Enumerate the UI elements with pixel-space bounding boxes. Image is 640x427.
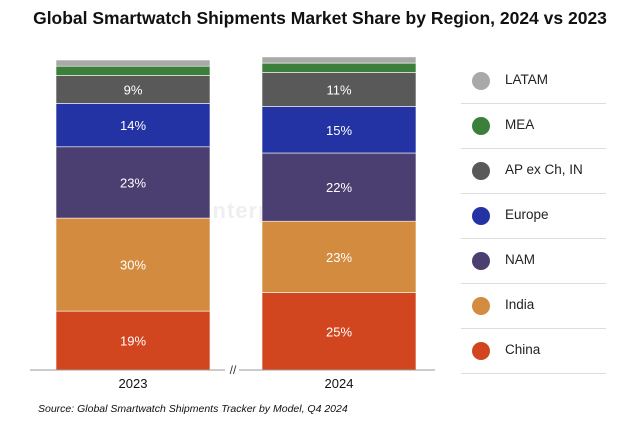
x-tick-labels: 2023 2024: [119, 376, 354, 391]
legend-item: MEA: [461, 104, 606, 149]
data-label: 9%: [124, 82, 143, 97]
data-label: 23%: [326, 250, 352, 265]
bar-segment-india-2023: [55, 217, 211, 312]
data-label: 25%: [326, 324, 352, 339]
legend-item: AP ex Ch, IN: [461, 149, 606, 194]
bar-segment-india-2024: [261, 220, 417, 293]
legend-label: India: [505, 297, 535, 312]
legend-swatch-icon: [472, 297, 490, 315]
x-tick-label: 2024: [325, 376, 354, 391]
data-label: 11%: [326, 82, 351, 97]
bars-group: 19% 30% 23% 14% 9% 25% 23% 22% 15% 11%: [55, 56, 417, 371]
bar-segment-nam-2023: [55, 146, 211, 219]
legend-item: Europe: [461, 194, 606, 239]
bar-segment-europe-2024: [261, 106, 417, 154]
axis-break-mark: //: [230, 363, 237, 377]
bar-segment-latam-2024: [261, 56, 417, 64]
data-label: 14%: [120, 118, 146, 133]
legend-label: NAM: [505, 252, 535, 267]
data-label: 15%: [326, 123, 352, 138]
legend-swatch-icon: [472, 162, 490, 180]
legend-label: China: [505, 342, 541, 357]
x-tick-label: 2023: [119, 376, 148, 391]
bar-segment-ap-ex-ch-in-2024: [261, 72, 417, 107]
bar-segment-china-2023: [55, 310, 211, 371]
legend-item: India: [461, 284, 606, 329]
legend-swatch-icon: [472, 72, 490, 90]
legend-swatch-icon: [472, 207, 490, 225]
legend-item: China: [461, 329, 606, 374]
data-label: 19%: [120, 334, 146, 349]
legend-label: MEA: [505, 117, 535, 132]
bar-segment-latam-2023: [55, 59, 211, 67]
legend-label: Europe: [505, 207, 549, 222]
legend-item: LATAM: [461, 59, 606, 104]
bar-segment-mea-2024: [261, 62, 417, 73]
data-label: 30%: [120, 258, 146, 273]
data-label: 23%: [120, 175, 146, 190]
axis-break-gap: [225, 362, 239, 378]
data-label: 22%: [326, 180, 352, 195]
bar-segment-nam-2024: [261, 152, 417, 222]
chart-title: Global Smartwatch Shipments Market Share…: [33, 8, 607, 28]
legend-item: NAM: [461, 239, 606, 284]
legend-label: LATAM: [505, 72, 549, 87]
legend: LATAM MEA AP ex Ch, IN Europe NAM India China: [461, 59, 606, 374]
legend-swatch-icon: [472, 252, 490, 270]
legend-swatch-icon: [472, 342, 490, 360]
bar-segment-ap-ex-ch-in-2023: [55, 75, 211, 104]
bar-segment-mea-2023: [55, 65, 211, 76]
legend-label: AP ex Ch, IN: [505, 162, 583, 177]
bar-segment-europe-2023: [55, 103, 211, 148]
source-note: Source: Global Smartwatch Shipments Trac…: [38, 403, 348, 415]
legend-swatch-icon: [472, 117, 490, 135]
